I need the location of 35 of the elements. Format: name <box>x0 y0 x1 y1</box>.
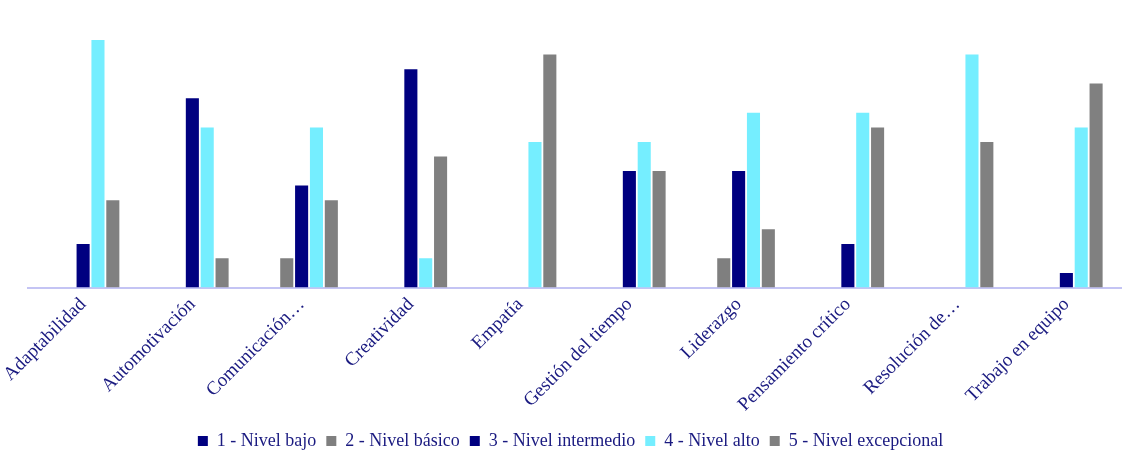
bar <box>637 141 651 288</box>
bar <box>652 170 666 288</box>
bar <box>761 229 775 288</box>
legend-label: 3 - Nivel intermedio <box>488 429 636 450</box>
legend-label: 2 - Nivel básico <box>345 429 460 450</box>
legend-label: 4 - Nivel alto <box>664 429 760 450</box>
bar <box>434 156 448 288</box>
bar <box>746 112 761 288</box>
bar <box>309 127 324 288</box>
bar <box>1074 127 1088 288</box>
bar <box>965 54 979 288</box>
bar <box>215 258 229 288</box>
bar <box>1059 272 1073 288</box>
bar <box>622 170 636 288</box>
bar <box>280 258 294 288</box>
bar <box>91 40 105 288</box>
bar <box>76 243 90 288</box>
legend-label: 5 - Nivel excepcional <box>788 429 944 450</box>
bar <box>871 127 885 288</box>
bar <box>528 141 542 288</box>
bar <box>185 98 199 288</box>
bar <box>841 243 855 288</box>
bar <box>295 185 309 288</box>
bar <box>404 69 418 288</box>
bar <box>732 170 746 288</box>
bar <box>856 112 870 288</box>
bar <box>543 54 557 288</box>
bar <box>717 258 731 288</box>
bar <box>1089 83 1103 288</box>
bar <box>980 141 994 288</box>
legend-label: 1 - Nivel bajo <box>216 429 317 450</box>
bar <box>106 200 120 288</box>
bar <box>419 258 433 288</box>
bar <box>200 127 214 288</box>
bar <box>324 200 338 288</box>
